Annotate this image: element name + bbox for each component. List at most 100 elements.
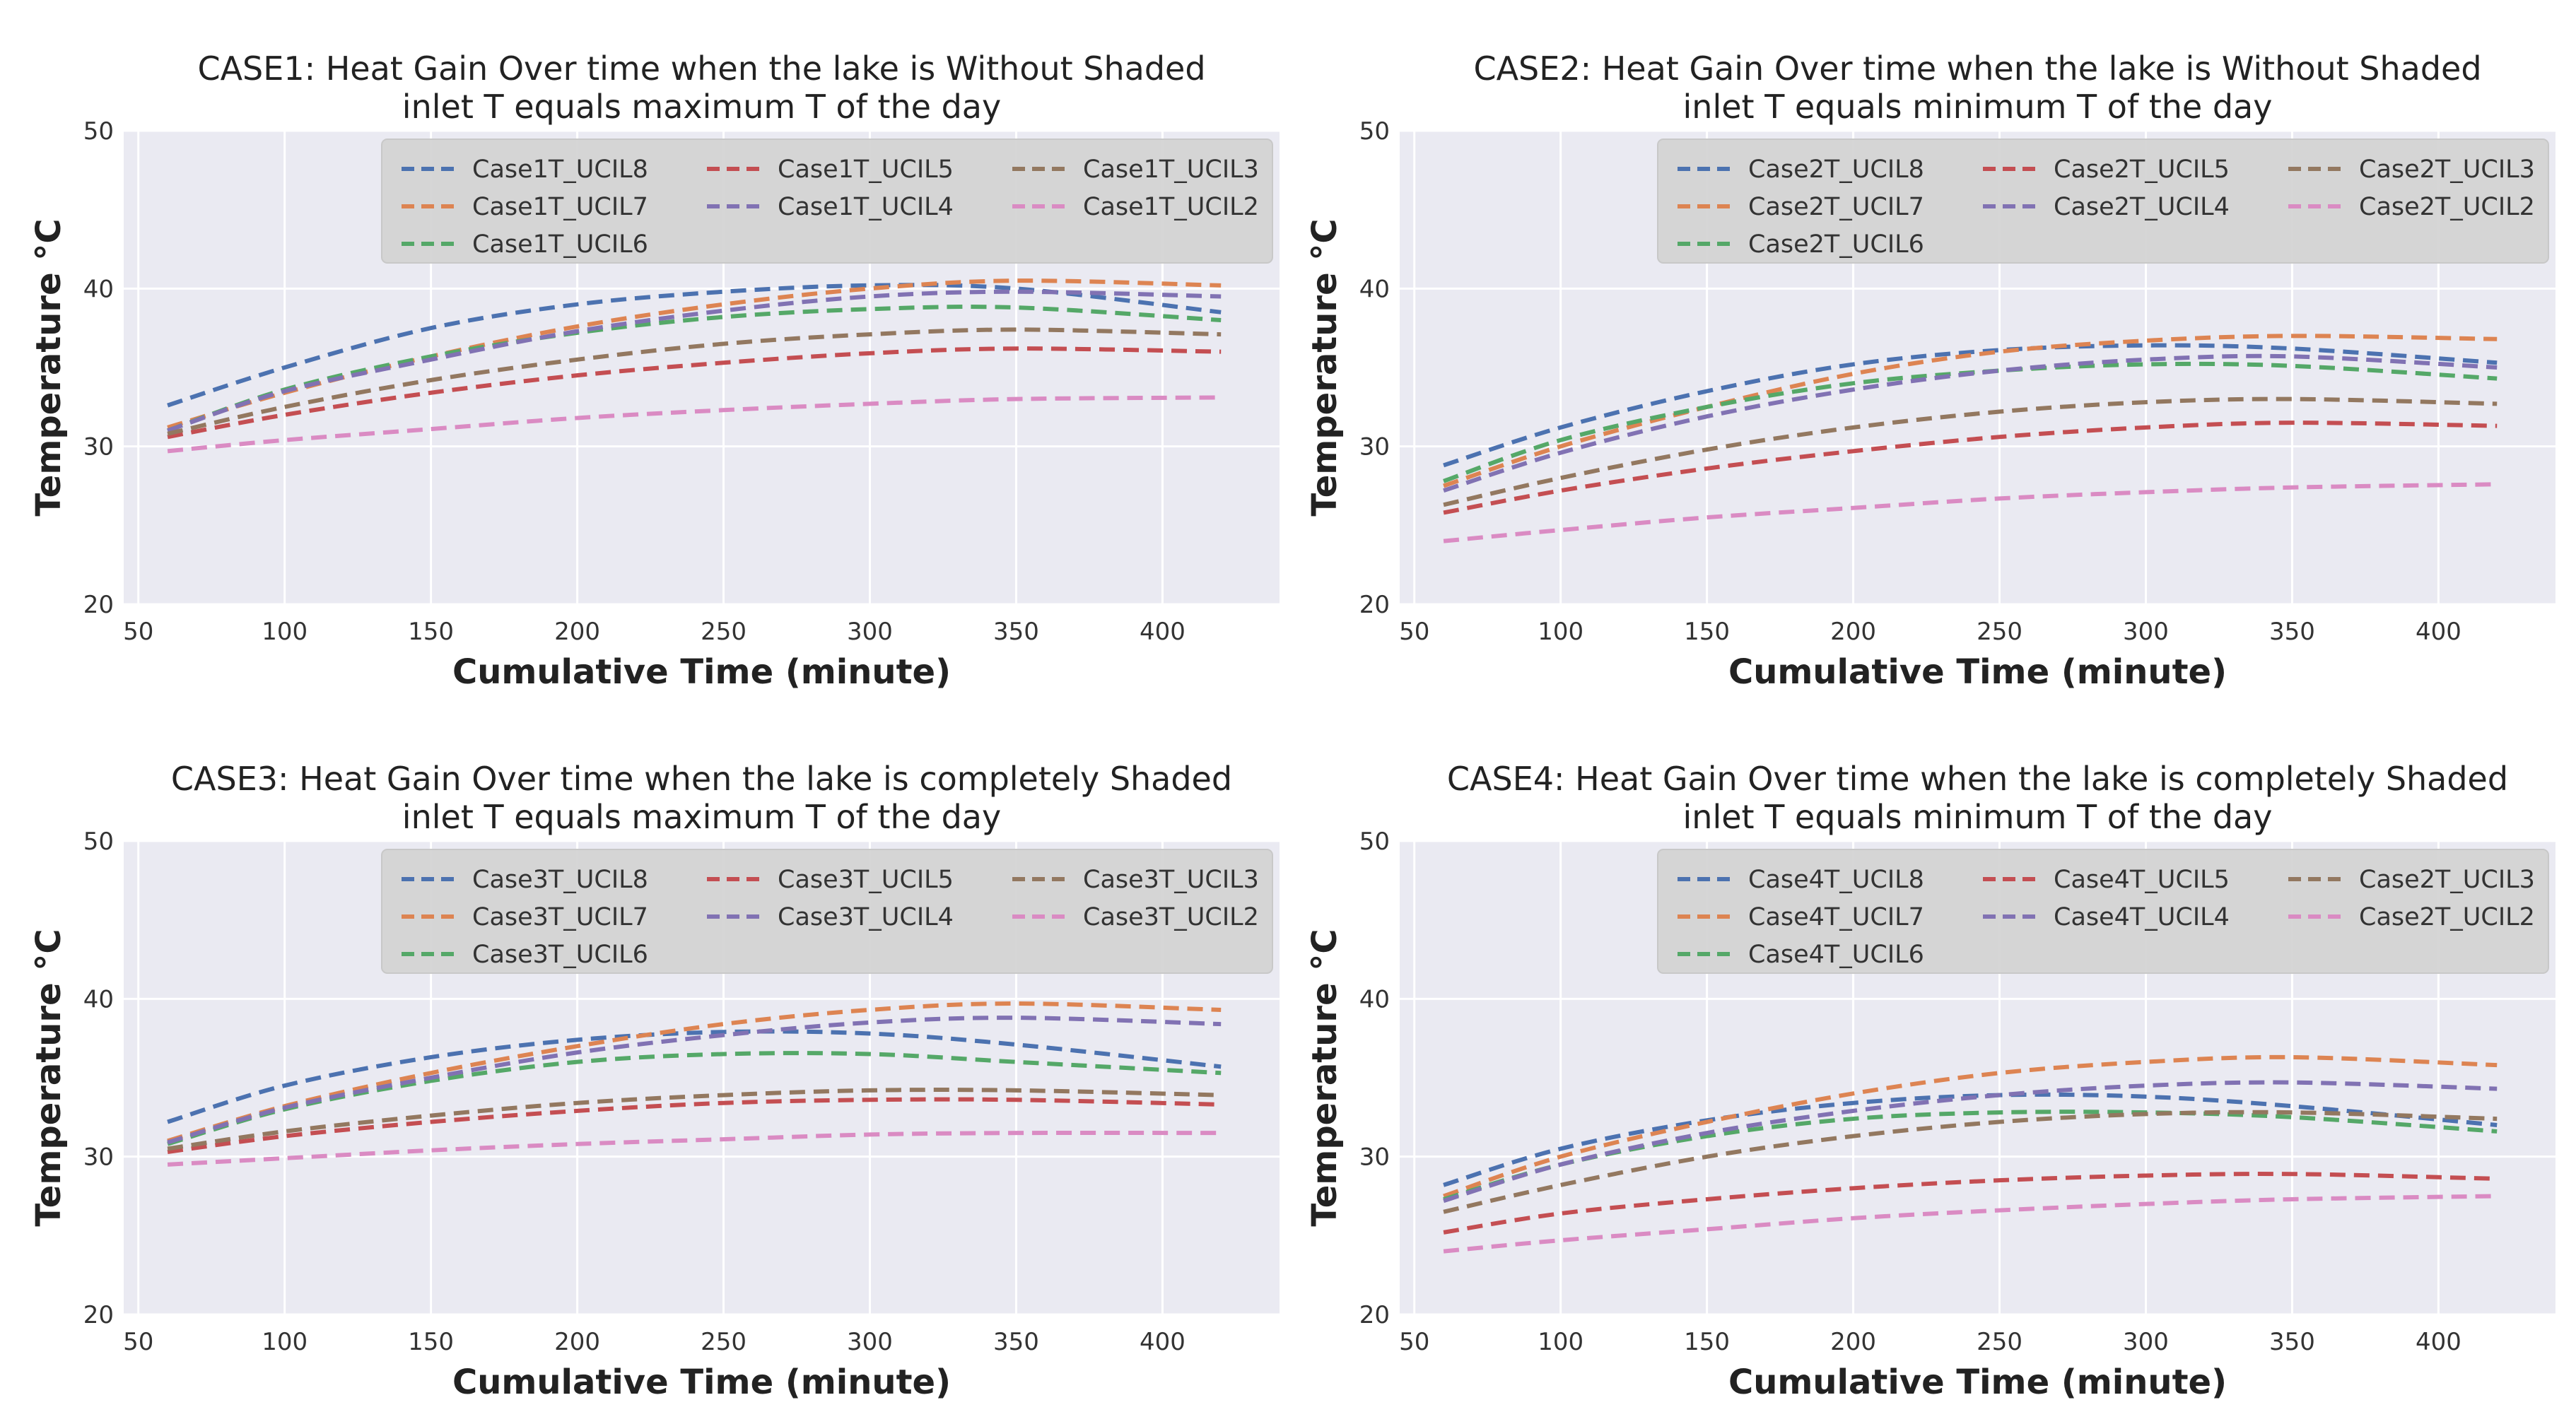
x-tick-label: 150 <box>408 1328 454 1356</box>
x-tick-label: 250 <box>1977 618 2022 646</box>
x-tick-label: 200 <box>1830 1328 1876 1356</box>
chart-subtitle: inlet T equals maximum T of the day <box>402 88 1001 126</box>
legend-entry: Case2T_UCIL3 <box>2359 866 2535 894</box>
x-tick-label: 350 <box>2269 1328 2315 1356</box>
series-line-Case3T_UCIL5 <box>167 1097 1222 1154</box>
series-line-Case3T_UCIL4 <box>167 1016 1222 1145</box>
x-tick-label: 150 <box>1684 618 1730 646</box>
series-line-Case1T_UCIL8 <box>167 283 1222 408</box>
legend-entry: Case2T_UCIL3 <box>2359 155 2535 184</box>
x-axis-label: Cumulative Time (minute) <box>1728 652 2227 692</box>
series-line-Case4T_UCIL8 <box>1443 1092 2498 1187</box>
chart-subtitle: inlet T equals maximum T of the day <box>402 798 1001 836</box>
series-line-Case2T_UCIL6 <box>1443 361 2498 483</box>
legend: Case1T_UCIL8 Case1T_UCIL7 Case1T_UCIL6 Case… <box>381 139 1273 264</box>
legend-entry: Case2T_UCIL2 <box>2359 193 2535 221</box>
series-line-Case2T_UCIL3 <box>1443 396 2498 507</box>
y-tick-label: 30 <box>1359 433 1390 461</box>
legend: Case2T_UCIL8 Case2T_UCIL7 Case2T_UCIL6 Case… <box>1657 139 2549 264</box>
x-tick-label: 400 <box>2416 618 2461 646</box>
chart-title: CASE4: Heat Gain Over time when the lake… <box>1447 760 2508 798</box>
x-tick-label: 50 <box>1399 1328 1429 1356</box>
x-tick-label: 50 <box>123 618 153 646</box>
legend-box <box>381 139 1273 264</box>
series-line-Case4T_UCIL4 <box>1443 1080 2498 1204</box>
legend-box <box>381 849 1273 974</box>
legend-entry: Case1T_UCIL2 <box>1083 193 1259 221</box>
x-tick-label: 100 <box>1538 618 1583 646</box>
y-tick-label: 40 <box>83 985 114 1013</box>
x-tick-label: 50 <box>1399 618 1429 646</box>
y-tick-label: 20 <box>83 591 114 619</box>
y-tick-label: 50 <box>83 117 114 146</box>
series-line-Case2T_UCIL5 <box>1443 420 2498 515</box>
legend-entry: Case3T_UCIL5 <box>778 866 954 894</box>
x-tick-label: 100 <box>262 1328 308 1356</box>
legend-entry: Case3T_UCIL6 <box>472 941 648 969</box>
y-axis-label: Temperature °C <box>1305 929 1345 1226</box>
legend-entry: Case3T_UCIL4 <box>778 903 954 931</box>
legend-entry: Case1T_UCIL6 <box>472 230 648 259</box>
legend-entry: Case2T_UCIL6 <box>1748 230 1924 259</box>
legend-entry: Case3T_UCIL7 <box>472 903 648 931</box>
x-axis-label: Cumulative Time (minute) <box>452 652 951 692</box>
series-line-Case3T_UCIL3 <box>167 1088 1222 1151</box>
x-tick-label: 200 <box>1830 618 1876 646</box>
chart-subtitle: inlet T equals minimum T of the day <box>1683 798 2273 836</box>
series-line-Case1T_UCIL5 <box>167 346 1222 440</box>
series-line-Case2T_UCIL4 <box>1443 353 2498 493</box>
y-tick-label: 40 <box>1359 275 1390 303</box>
y-tick-label: 20 <box>83 1301 114 1329</box>
legend-entry: Case4T_UCIL5 <box>2054 866 2230 894</box>
legend: Case4T_UCIL8 Case4T_UCIL7 Case4T_UCIL6 Case… <box>1657 849 2549 974</box>
x-tick-label: 300 <box>2123 1328 2169 1356</box>
x-tick-label: 50 <box>123 1328 153 1356</box>
legend-entry: Case4T_UCIL4 <box>2054 903 2230 931</box>
y-tick-label: 30 <box>83 433 114 461</box>
chart-title: CASE1: Heat Gain Over time when the lake… <box>197 49 1205 88</box>
x-axis-label: Cumulative Time (minute) <box>452 1363 951 1402</box>
legend-entry: Case3T_UCIL2 <box>1083 903 1259 931</box>
x-tick-label: 200 <box>554 618 600 646</box>
chart-panel-2: 50 100 150 200 250 300 350 400 20 30 40 50 CASE2: He… <box>1305 49 2555 692</box>
y-tick-label: 50 <box>1359 117 1390 146</box>
x-tick-label: 200 <box>554 1328 600 1356</box>
y-tick-label: 40 <box>1359 985 1390 1013</box>
y-tick-label: 20 <box>1359 1301 1390 1329</box>
chart-title: CASE3: Heat Gain Over time when the lake… <box>171 760 1232 798</box>
legend-entry: Case2T_UCIL2 <box>2359 903 2535 931</box>
legend-entry: Case1T_UCIL3 <box>1083 155 1259 184</box>
x-tick-label: 100 <box>262 618 308 646</box>
x-tick-label: 250 <box>701 618 747 646</box>
x-axis-label: Cumulative Time (minute) <box>1728 1363 2227 1402</box>
series-line-Case2T_UCIL7 <box>1443 334 2498 488</box>
chart-title: CASE2: Heat Gain Over time when the lake… <box>1473 49 2481 88</box>
x-tick-label: 150 <box>1684 1328 1730 1356</box>
y-tick-label: 20 <box>1359 591 1390 619</box>
legend-entry: Case1T_UCIL8 <box>472 155 648 184</box>
x-tick-label: 400 <box>2416 1328 2461 1356</box>
legend-entry: Case2T_UCIL5 <box>2054 155 2230 184</box>
x-tick-label: 300 <box>847 618 893 646</box>
y-tick-label: 30 <box>1359 1143 1390 1172</box>
x-tick-label: 250 <box>1977 1328 2022 1356</box>
x-tick-label: 400 <box>1140 1328 1185 1356</box>
legend-entry: Case1T_UCIL4 <box>778 193 954 221</box>
y-tick-label: 50 <box>1359 828 1390 856</box>
y-axis-label: Temperature °C <box>1305 218 1345 516</box>
legend-entry: Case2T_UCIL8 <box>1748 155 1924 184</box>
legend-entry: Case3T_UCIL3 <box>1083 866 1259 894</box>
series-line-Case3T_UCIL2 <box>167 1131 1222 1167</box>
legend-entry: Case2T_UCIL7 <box>1748 193 1924 221</box>
legend-entry: Case4T_UCIL6 <box>1748 941 1924 969</box>
series-line-Case2T_UCIL8 <box>1443 343 2498 468</box>
y-tick-label: 40 <box>83 275 114 303</box>
x-tick-label: 150 <box>408 618 454 646</box>
x-tick-label: 250 <box>701 1328 747 1356</box>
legend-entry: Case1T_UCIL7 <box>472 193 648 221</box>
legend-entry: Case4T_UCIL7 <box>1748 903 1924 931</box>
chart-panel-3: 50 100 150 200 250 300 350 400 20 30 40 50 CASE3: He… <box>29 760 1280 1402</box>
series-line-Case4T_UCIL7 <box>1443 1054 2498 1199</box>
chart-panel-1: 50 100 150 200 250 300 350 400 20 30 40 50 CASE1: He… <box>29 49 1280 692</box>
